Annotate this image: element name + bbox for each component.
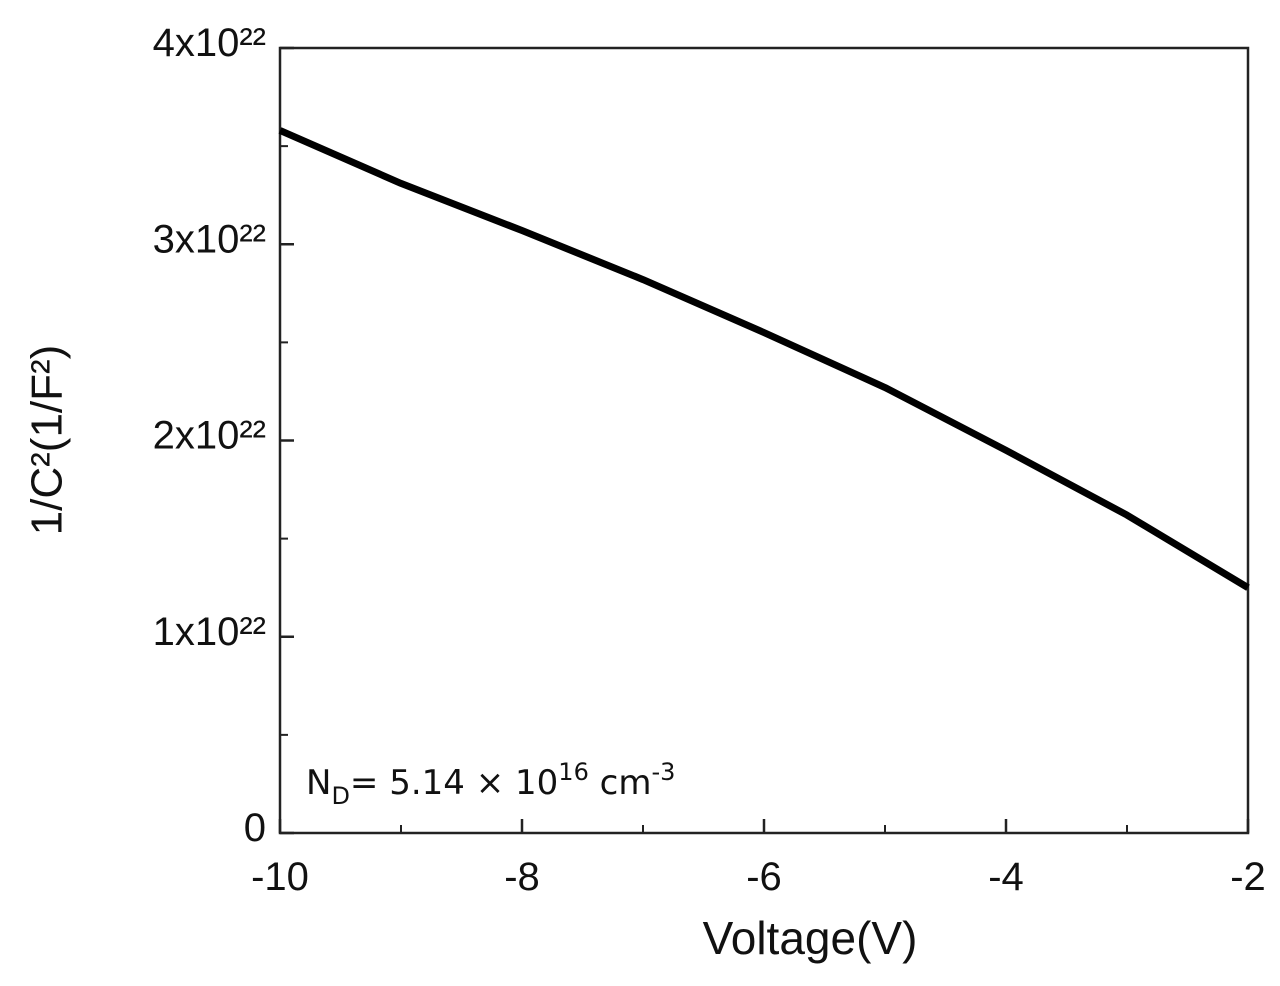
annotation-part: cm bbox=[589, 763, 652, 803]
y-axis-title: 1/C²(1/F²) bbox=[23, 345, 72, 536]
annotation-part: -3 bbox=[651, 758, 675, 786]
y-tick-label: 0 bbox=[244, 806, 266, 850]
y-tick-label: 1x10²² bbox=[153, 610, 266, 654]
annotation-part: 16 bbox=[558, 758, 589, 786]
x-tick-label: -2 bbox=[1230, 855, 1266, 899]
annotation-part: D bbox=[331, 782, 349, 810]
annotation: ND= 5.14 × 1016 cm-3 bbox=[306, 758, 675, 810]
data-line bbox=[278, 127, 1250, 591]
y-tick-label: 4x10²² bbox=[153, 21, 266, 65]
x-tick-label: -10 bbox=[251, 855, 309, 899]
x-tick-label: -4 bbox=[988, 855, 1024, 899]
plot-frame bbox=[278, 46, 1250, 835]
x-axis-title: Voltage(V) bbox=[703, 912, 918, 964]
annotation-part: N bbox=[306, 763, 331, 803]
y-tick-label: 2x10²² bbox=[153, 414, 266, 458]
y-tick-label: 3x10²² bbox=[153, 217, 266, 261]
annotation-part: = 5.14 × 10 bbox=[350, 763, 558, 803]
x-tick-label: -8 bbox=[504, 855, 540, 899]
x-tick-label: -6 bbox=[746, 855, 782, 899]
